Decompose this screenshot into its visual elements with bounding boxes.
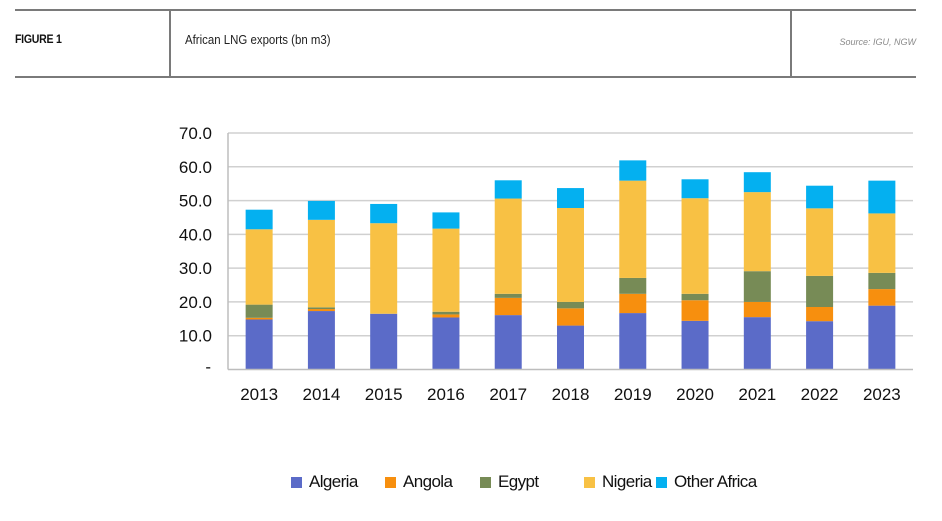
legend-label: Egypt <box>498 472 539 491</box>
legend-swatch <box>291 476 302 488</box>
figure-title: African LNG exports (bn m3) <box>185 32 331 47</box>
x-tick-label: 2014 <box>302 385 340 404</box>
bar-segment-angola <box>743 301 771 318</box>
bar-segment-nigeria <box>494 198 522 294</box>
bar-segment-algeria <box>868 305 896 370</box>
axes <box>227 133 913 371</box>
bar-segment-other-africa <box>245 209 273 230</box>
bar-segment-angola <box>868 289 896 306</box>
legend-label: Nigeria <box>602 472 652 491</box>
x-tick-label: 2023 <box>863 385 901 404</box>
bar-segment-angola <box>619 293 647 314</box>
x-tick-label: 2021 <box>738 385 776 404</box>
x-tick-label: 2018 <box>552 385 590 404</box>
bar-segment-nigeria <box>681 198 709 294</box>
bar-segment-algeria <box>245 319 273 370</box>
bar-segment-egypt <box>432 311 460 315</box>
legend-swatch <box>480 476 491 488</box>
y-tick-label: 10.0 <box>179 327 212 346</box>
legend-label: Other Africa <box>674 472 757 491</box>
bar-segment-egypt <box>619 277 647 294</box>
x-axis-ticks: 2013 2014 2015 2016 2017 2018 2019 2020 2021 2022… <box>240 385 901 404</box>
bar-segment-other-africa <box>743 172 771 193</box>
bar-segment-other-africa <box>868 180 896 214</box>
bar-segment-other-africa <box>681 179 709 199</box>
bar-segment-angola <box>557 308 584 326</box>
bar-segment-nigeria <box>432 228 460 312</box>
legend-swatch <box>385 476 396 488</box>
bar-segment-nigeria <box>743 192 771 272</box>
bar-segment-nigeria <box>370 223 398 314</box>
y-tick-label: 40.0 <box>179 225 212 244</box>
legend-item-other-africa: Other Africa <box>656 472 757 492</box>
bar-segment-angola <box>307 309 335 312</box>
bar-segment-algeria <box>806 321 834 370</box>
bar-segment-egypt <box>743 271 771 302</box>
bar-segment-egypt <box>494 293 522 298</box>
bar-segment-egypt <box>868 272 896 290</box>
legend-item-egypt: Egypt <box>480 472 539 492</box>
bar-segment-angola <box>245 317 273 320</box>
bar-segment-nigeria <box>868 213 896 273</box>
bar-segment-other-africa <box>557 188 584 209</box>
bar-segment-algeria <box>307 311 335 370</box>
legend-swatch <box>656 476 667 488</box>
bar-segment-other-africa <box>432 212 460 229</box>
bar-segment-nigeria <box>806 208 834 276</box>
y-tick-label: - <box>205 358 211 377</box>
bar-segment-egypt <box>557 301 584 309</box>
bar-segment-algeria <box>619 313 647 370</box>
legend-label: Angola <box>403 472 453 491</box>
bar-segment-egypt <box>681 293 709 301</box>
bar-segment-other-africa <box>494 180 522 199</box>
x-tick-label: 2013 <box>240 385 278 404</box>
bars <box>245 160 896 370</box>
legend-item-nigeria: Nigeria <box>584 472 652 492</box>
legend-label: Algeria <box>309 472 358 491</box>
figure-source: Source: IGU, NGW <box>839 37 916 47</box>
bar-segment-nigeria <box>307 219 335 308</box>
bar-segment-other-africa <box>307 200 335 220</box>
bar-segment-angola <box>806 306 834 322</box>
bar-segment-egypt <box>245 304 273 318</box>
bar-segment-algeria <box>681 320 709 370</box>
legend-item-algeria: Algeria <box>291 472 358 492</box>
header-divider-right <box>790 10 792 77</box>
bar-segment-algeria <box>557 325 584 370</box>
y-tick-label: 70.0 <box>179 124 212 143</box>
y-tick-label: 20.0 <box>179 293 212 312</box>
bar-segment-other-africa <box>370 203 398 224</box>
bar-segment-egypt <box>307 307 335 310</box>
bar-segment-algeria <box>743 317 771 370</box>
figure-label: FIGURE 1 <box>15 32 62 46</box>
x-tick-label: 2022 <box>801 385 839 404</box>
y-tick-label: 60.0 <box>179 158 212 177</box>
header-top-rule <box>15 9 916 11</box>
x-tick-label: 2015 <box>365 385 403 404</box>
y-tick-label: 30.0 <box>179 259 212 278</box>
bar-segment-egypt <box>806 275 834 307</box>
bar-segment-algeria <box>432 317 460 370</box>
bar-segment-algeria <box>494 315 522 370</box>
legend-swatch <box>584 476 595 488</box>
y-axis-ticks: - 10.0 20.0 30.0 40.0 50.0 60.0 70.0 <box>179 124 212 377</box>
bar-segment-nigeria <box>619 180 647 278</box>
bar-segment-other-africa <box>806 185 834 209</box>
bar-segment-angola <box>432 314 460 318</box>
x-tick-label: 2017 <box>489 385 527 404</box>
bar-segment-other-africa <box>619 160 647 181</box>
header-bottom-rule <box>15 76 916 78</box>
legend-item-angola: Angola <box>385 472 453 492</box>
bar-segment-nigeria <box>245 229 273 305</box>
x-tick-label: 2020 <box>676 385 714 404</box>
bar-segment-angola <box>681 300 709 321</box>
bar-segment-angola <box>494 297 522 316</box>
bar-segment-algeria <box>370 313 398 370</box>
header-divider-left <box>169 10 171 77</box>
x-tick-label: 2019 <box>614 385 652 404</box>
bar-segment-nigeria <box>557 208 584 302</box>
x-tick-label: 2016 <box>427 385 465 404</box>
y-tick-label: 50.0 <box>179 192 212 211</box>
